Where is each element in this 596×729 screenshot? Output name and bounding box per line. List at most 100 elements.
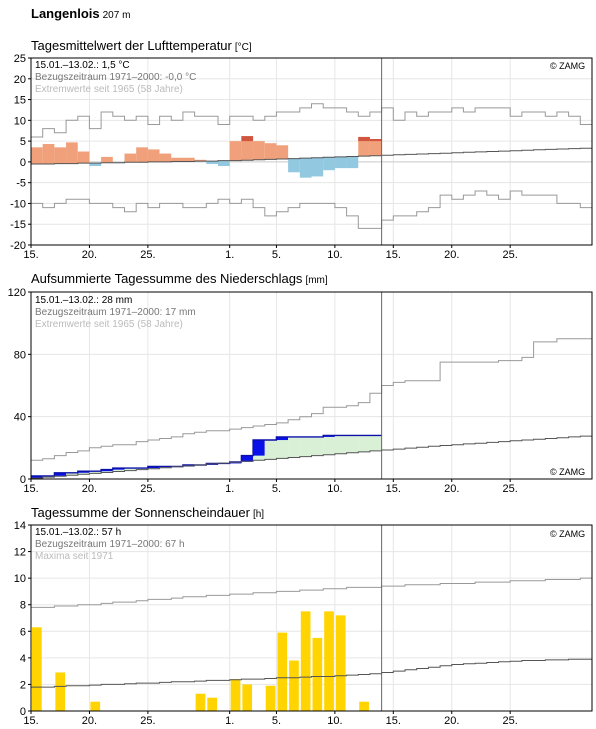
sun-ytick-label: 6 — [20, 626, 26, 638]
temp-ytick-label: 0 — [20, 157, 26, 169]
sun-day-bar — [55, 672, 66, 711]
temp-day-bar — [66, 142, 78, 164]
temp-xtick-label: 25. — [503, 249, 518, 261]
sun-ytick-label: 4 — [20, 653, 26, 665]
sunshine-info: 15.01.–13.02.: 57 h Bezugszeitraum 1971–… — [35, 527, 185, 563]
temp-day-bar — [77, 151, 90, 164]
prec-day-cell — [300, 457, 312, 479]
sunshine-info-period: 15.01.–13.02.: 57 h — [35, 527, 122, 538]
prec-surplus-fill — [358, 435, 370, 452]
prec-day-cell — [253, 460, 265, 479]
station-title: Langenlois 207 m — [31, 6, 130, 21]
station-name: Langenlois — [31, 6, 100, 21]
temp-day-bar-high — [369, 139, 382, 142]
sun-xtick-label: 5. — [272, 715, 281, 727]
temp-day-bar — [276, 145, 289, 159]
prec-ytick-label: 80 — [14, 349, 26, 361]
prec-day-cell — [195, 465, 207, 479]
sunshine-info-reference: Bezugszeitraum 1971–2000: 67 h — [35, 539, 185, 550]
precipitation-info-extremes: Extremwerte seit 1965 (58 Jahre) — [35, 319, 183, 330]
sun-normal-line — [31, 658, 592, 688]
sun-ytick-label: 0 — [20, 706, 26, 718]
prec-day-cell — [323, 455, 335, 479]
temp-day-bar — [194, 159, 207, 162]
prec-day-cell — [335, 454, 347, 479]
prec-plot-frame — [30, 291, 593, 480]
temp-ytick-label: -10 — [10, 198, 26, 210]
temp-ytick-label: -20 — [10, 240, 26, 252]
temp-day-bar — [159, 153, 172, 162]
temp-day-bar — [241, 136, 254, 161]
temp-day-bar — [346, 156, 359, 169]
temp-day-bar — [31, 147, 43, 164]
precipitation-panel-title: Aufsummierte Tagessumme des Niederschlag… — [31, 271, 328, 286]
prec-max-line — [31, 338, 592, 461]
prec-day-cell — [66, 475, 78, 479]
temp-day-bar — [323, 157, 335, 171]
prec-day-cell — [288, 457, 300, 479]
sun-day-bar — [359, 701, 369, 711]
temp-day-bar — [288, 158, 300, 173]
temp-day-bar — [369, 139, 382, 156]
prec-xtick-label: 20. — [444, 483, 459, 495]
sun-day-bar — [242, 684, 253, 711]
prec-xtick-label: 20. — [82, 483, 97, 495]
sun-day-bar — [335, 615, 346, 711]
temp-day-bar — [42, 144, 55, 164]
temp-day-bar — [358, 136, 370, 157]
sun-day-bar — [289, 660, 299, 711]
prec-day-cell — [125, 471, 137, 479]
sun-ytick-label: 10 — [14, 573, 26, 585]
temperature-unit: [°C] — [234, 42, 252, 53]
sun-xtick-label: 15. — [386, 715, 401, 727]
temp-xtick-label: 1. — [225, 249, 234, 261]
prec-surplus-fill — [66, 472, 78, 476]
temperature-info-extremes: Extremwerte seit 1965 (58 Jahre) — [35, 84, 183, 95]
prec-xtick-label: 5. — [272, 483, 281, 495]
prec-xtick-label: 15. — [386, 483, 401, 495]
temp-day-bar — [229, 141, 242, 161]
temp-day-bar — [171, 157, 183, 162]
prec-surplus-fill — [89, 471, 102, 474]
temp-day-bar-high — [241, 136, 254, 142]
prec-daily-increment — [54, 472, 67, 476]
prec-day-cell — [160, 468, 172, 479]
sun-day-bar — [312, 637, 323, 711]
precipitation-copyright: © ZAMG — [550, 467, 586, 477]
prec-day-cell — [265, 459, 277, 479]
sun-ytick-label: 8 — [20, 600, 26, 612]
prec-day-cell — [230, 462, 242, 479]
sun-xtick-label: 10. — [327, 715, 342, 727]
temperature-title: Tagesmittelwert der Lufttemperatur — [31, 38, 232, 53]
prec-xtick-label: 25. — [140, 483, 155, 495]
prec-normal-line — [31, 435, 592, 479]
sun-day-bar — [277, 632, 288, 711]
temp-day-bar — [136, 147, 148, 163]
prec-day-cell — [218, 463, 230, 479]
prec-surplus-fill — [276, 436, 289, 459]
temp-day-bar — [253, 141, 265, 160]
prec-ytick-label: 0 — [20, 474, 26, 486]
sun-day-bar — [207, 697, 217, 711]
prec-day-cell — [370, 451, 382, 479]
prec-day-cell — [113, 472, 125, 479]
temp-xtick-label: 10. — [327, 249, 342, 261]
sun-xtick-label: 1. — [225, 715, 234, 727]
temp-ytick-label: 20 — [14, 74, 26, 86]
temp-ytick-label: -5 — [16, 178, 26, 190]
temp-day-bar — [311, 157, 324, 177]
sun-day-bar — [90, 701, 101, 711]
prec-daily-increment — [253, 440, 265, 456]
sun-ytick-label: 2 — [20, 679, 26, 691]
temp-min-line — [31, 190, 592, 229]
prec-daily-increment — [276, 436, 289, 441]
sunshine-unit: [h] — [252, 509, 265, 520]
temp-day-bar — [334, 156, 347, 169]
prec-xtick-label: 1. — [225, 483, 234, 495]
precipitation-unit: [mm] — [305, 275, 328, 286]
temp-xtick-label: 25. — [140, 249, 155, 261]
prec-day-cell — [206, 464, 218, 479]
prec-day-cell — [171, 467, 183, 479]
prec-daily-increment — [31, 475, 43, 479]
station-elevation: 207 m — [102, 10, 131, 21]
